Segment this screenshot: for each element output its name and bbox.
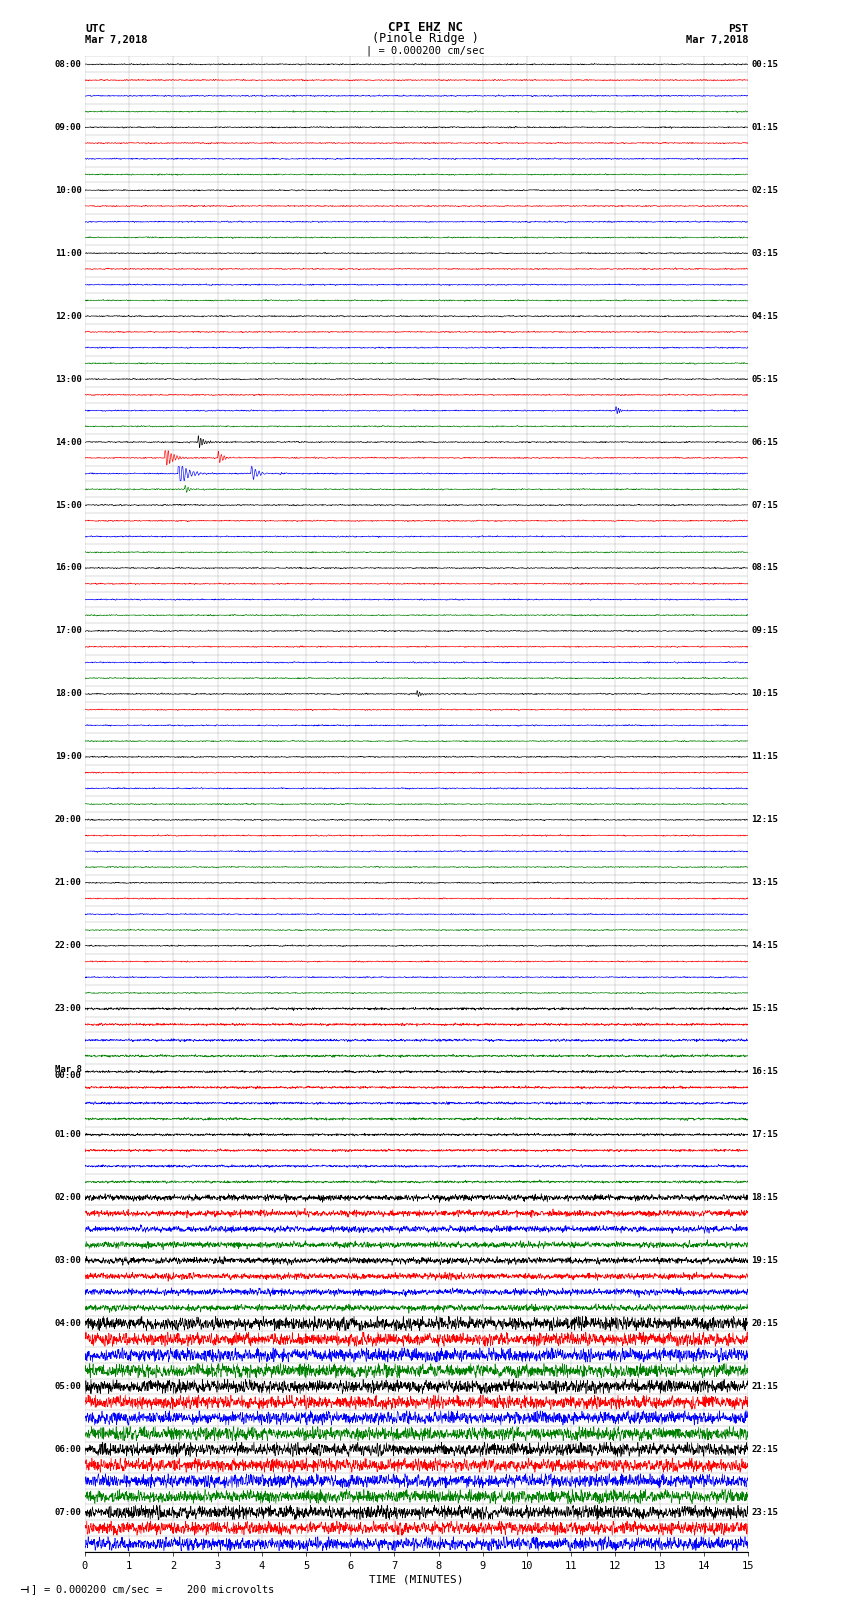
- Text: 06:15: 06:15: [751, 437, 779, 447]
- Text: 22:00: 22:00: [54, 942, 82, 950]
- Text: 20:00: 20:00: [54, 815, 82, 824]
- Text: 13:00: 13:00: [54, 374, 82, 384]
- Text: 12:00: 12:00: [54, 311, 82, 321]
- Text: 21:15: 21:15: [751, 1382, 779, 1390]
- Text: (Pinole Ridge ): (Pinole Ridge ): [371, 32, 479, 45]
- Text: 20:15: 20:15: [751, 1319, 779, 1327]
- Text: Mar 7,2018: Mar 7,2018: [85, 35, 148, 45]
- Text: 06:00: 06:00: [54, 1445, 82, 1453]
- Text: 17:00: 17:00: [54, 626, 82, 636]
- X-axis label: TIME (MINUTES): TIME (MINUTES): [369, 1574, 464, 1586]
- Text: 09:00: 09:00: [54, 123, 82, 132]
- Text: CPI EHZ NC: CPI EHZ NC: [388, 21, 462, 34]
- Text: 18:15: 18:15: [751, 1194, 779, 1202]
- Text: 00:15: 00:15: [751, 60, 779, 69]
- Text: 04:00: 04:00: [54, 1319, 82, 1327]
- Text: | = 0.000200 cm/sec: | = 0.000200 cm/sec: [366, 45, 484, 56]
- Text: UTC: UTC: [85, 24, 105, 34]
- Text: 01:15: 01:15: [751, 123, 779, 132]
- Text: 02:15: 02:15: [751, 185, 779, 195]
- Text: 21:00: 21:00: [54, 877, 82, 887]
- Text: 16:15: 16:15: [751, 1068, 779, 1076]
- Text: 14:15: 14:15: [751, 942, 779, 950]
- Text: 18:00: 18:00: [54, 689, 82, 698]
- Text: 04:15: 04:15: [751, 311, 779, 321]
- Text: 22:15: 22:15: [751, 1445, 779, 1453]
- Text: 03:00: 03:00: [54, 1257, 82, 1265]
- Text: 00:00: 00:00: [54, 1071, 82, 1081]
- Text: 17:15: 17:15: [751, 1131, 779, 1139]
- Text: 16:00: 16:00: [54, 563, 82, 573]
- Text: 11:00: 11:00: [54, 248, 82, 258]
- Text: 19:00: 19:00: [54, 752, 82, 761]
- Text: 12:15: 12:15: [751, 815, 779, 824]
- Text: 03:15: 03:15: [751, 248, 779, 258]
- Text: 23:15: 23:15: [751, 1508, 779, 1516]
- Text: 19:15: 19:15: [751, 1257, 779, 1265]
- Text: $\mathbf{\dashv}$] = 0.000200 cm/sec =    200 microvolts: $\mathbf{\dashv}$] = 0.000200 cm/sec = 2…: [17, 1582, 275, 1597]
- Text: 14:00: 14:00: [54, 437, 82, 447]
- Text: 02:00: 02:00: [54, 1194, 82, 1202]
- Text: 05:00: 05:00: [54, 1382, 82, 1390]
- Text: 07:00: 07:00: [54, 1508, 82, 1516]
- Text: 08:15: 08:15: [751, 563, 779, 573]
- Text: 13:15: 13:15: [751, 877, 779, 887]
- Text: Mar 7,2018: Mar 7,2018: [685, 35, 748, 45]
- Text: 07:15: 07:15: [751, 500, 779, 510]
- Text: 08:00: 08:00: [54, 60, 82, 69]
- Text: 11:15: 11:15: [751, 752, 779, 761]
- Text: 09:15: 09:15: [751, 626, 779, 636]
- Text: 05:15: 05:15: [751, 374, 779, 384]
- Text: 15:00: 15:00: [54, 500, 82, 510]
- Text: 01:00: 01:00: [54, 1131, 82, 1139]
- Text: Mar 8: Mar 8: [54, 1065, 82, 1074]
- Text: 10:00: 10:00: [54, 185, 82, 195]
- Text: 15:15: 15:15: [751, 1005, 779, 1013]
- Text: PST: PST: [728, 24, 748, 34]
- Text: 10:15: 10:15: [751, 689, 779, 698]
- Text: 23:00: 23:00: [54, 1005, 82, 1013]
